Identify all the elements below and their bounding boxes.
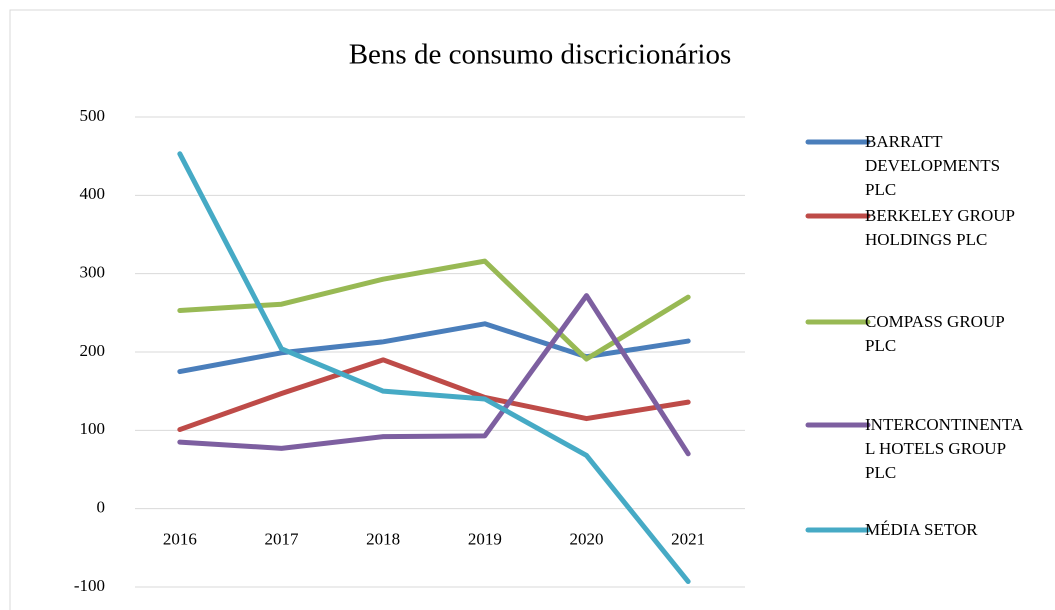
y-tick-label: 100 — [80, 419, 106, 438]
x-tick-label: 2017 — [265, 530, 300, 549]
legend-label: MÉDIA SETOR — [865, 520, 978, 539]
y-tick-label: 500 — [80, 106, 106, 125]
x-tick-label: 2019 — [468, 530, 502, 549]
chart-title: Bens de consumo discricionários — [349, 39, 732, 71]
y-tick-label: 200 — [80, 341, 106, 360]
line-series — [177, 357, 691, 433]
line-series — [177, 151, 691, 585]
legend-label: BERKELEY GROUP HOLDINGS PLC — [865, 206, 1015, 249]
y-tick-label: 300 — [80, 263, 106, 282]
x-tick-label: 2020 — [570, 530, 604, 549]
line-series — [177, 293, 691, 457]
x-tick-label: 2021 — [671, 530, 705, 549]
x-tick-label: 2016 — [163, 530, 197, 549]
legend-label: INTERCONTINENTAL HOTELS GROUP PLC — [865, 415, 1024, 482]
legend-label: BARRATT DEVELOPMENTS PLC — [865, 132, 1001, 199]
x-tick-label: 2018 — [366, 530, 400, 549]
y-tick-label: 0 — [97, 498, 106, 517]
y-tick-label: -100 — [74, 576, 105, 595]
y-tick-label: 400 — [80, 184, 106, 203]
line-series — [177, 321, 691, 375]
legend-label: COMPASS GROUP PLC — [865, 312, 1005, 355]
line-series — [177, 258, 691, 362]
